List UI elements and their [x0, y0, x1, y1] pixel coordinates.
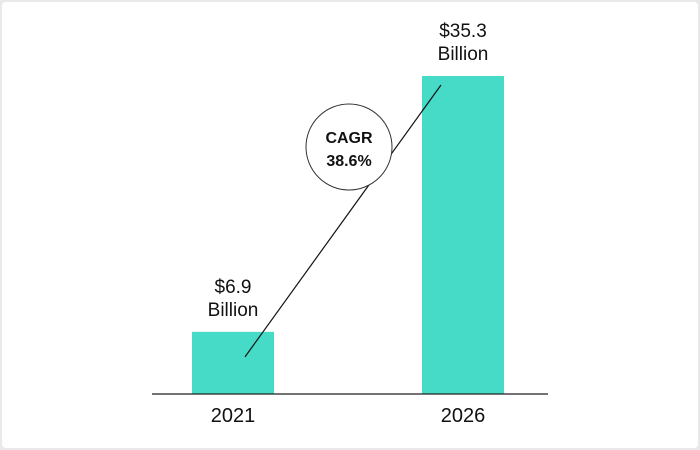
cagr-title: CAGR	[325, 130, 373, 147]
cagr-circle	[305, 103, 393, 191]
x-tick-label-2026: 2026	[441, 405, 486, 427]
cagr-value: 38.6%	[326, 153, 371, 170]
growth-trend-line	[244, 84, 442, 358]
value-label-2021-line2: Billion	[208, 300, 259, 321]
value-label-2021-line1: $6.9	[215, 277, 252, 298]
value-label-2026-line2: Billion	[438, 44, 489, 65]
bar-2021	[192, 331, 274, 394]
x-tick-labels-group: 2021 2026	[211, 405, 486, 427]
value-label-2026-line1: $35.3	[439, 21, 487, 42]
x-tick-label-2021: 2021	[211, 405, 256, 427]
bar-2026	[422, 76, 504, 394]
bars-group	[192, 76, 504, 394]
cagr-annotation: CAGR 38.6%	[305, 103, 393, 191]
